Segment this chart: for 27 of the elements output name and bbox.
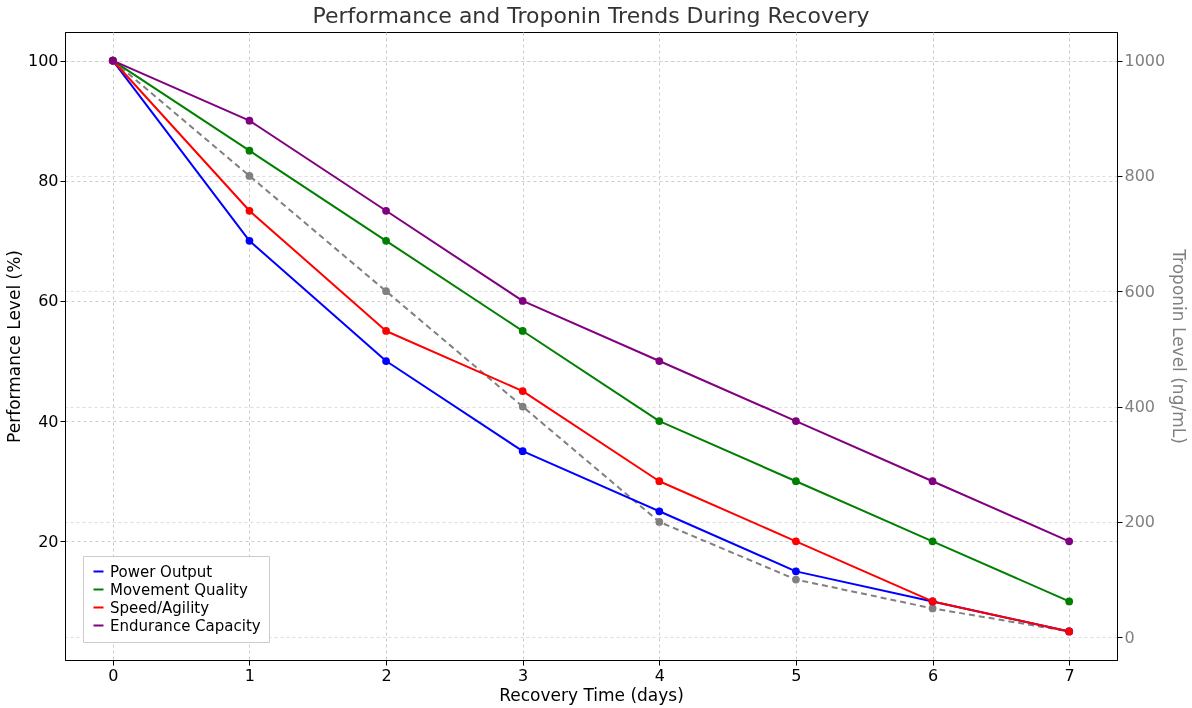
legend-label: Power Output xyxy=(110,562,213,581)
y-tick-label: 20 xyxy=(38,531,59,551)
legend-label: Movement Quality xyxy=(110,580,248,599)
x-tick-label: 5 xyxy=(791,665,802,685)
y2-tick-label: 400 xyxy=(1124,397,1156,417)
y-tick-label: 60 xyxy=(38,291,59,311)
y2-axis-title: Troponin Level (ng/mL) xyxy=(1169,248,1190,444)
y-axis-title: Performance Level (%) xyxy=(3,250,24,443)
legend-label: Endurance Capacity xyxy=(110,616,261,635)
y2-tick-label: 800 xyxy=(1124,166,1156,186)
y2-tick-label: 600 xyxy=(1124,281,1156,301)
legend-label: Speed/Agility xyxy=(110,598,210,617)
chart-title: Performance and Troponin Trends During Recovery xyxy=(312,3,870,28)
y2-tick-label: 1000 xyxy=(1124,51,1166,71)
x-tick-label: 7 xyxy=(1064,665,1075,685)
y2-tick-label: 0 xyxy=(1124,627,1135,647)
x-tick-label: 1 xyxy=(244,665,256,685)
y2-tick-label: 200 xyxy=(1124,512,1156,532)
y-tick-label: 80 xyxy=(38,171,59,191)
y-tick-label: 40 xyxy=(38,411,59,431)
x-tick-label: 4 xyxy=(654,665,665,685)
x-tick-label: 6 xyxy=(927,665,939,685)
x-axis-title: Recovery Time (days) xyxy=(499,684,684,705)
x-tick-label: 0 xyxy=(108,665,119,685)
y-tick-label: 100 xyxy=(27,51,59,71)
x-tick-label: 2 xyxy=(381,665,392,685)
x-tick-label: 3 xyxy=(518,665,529,685)
